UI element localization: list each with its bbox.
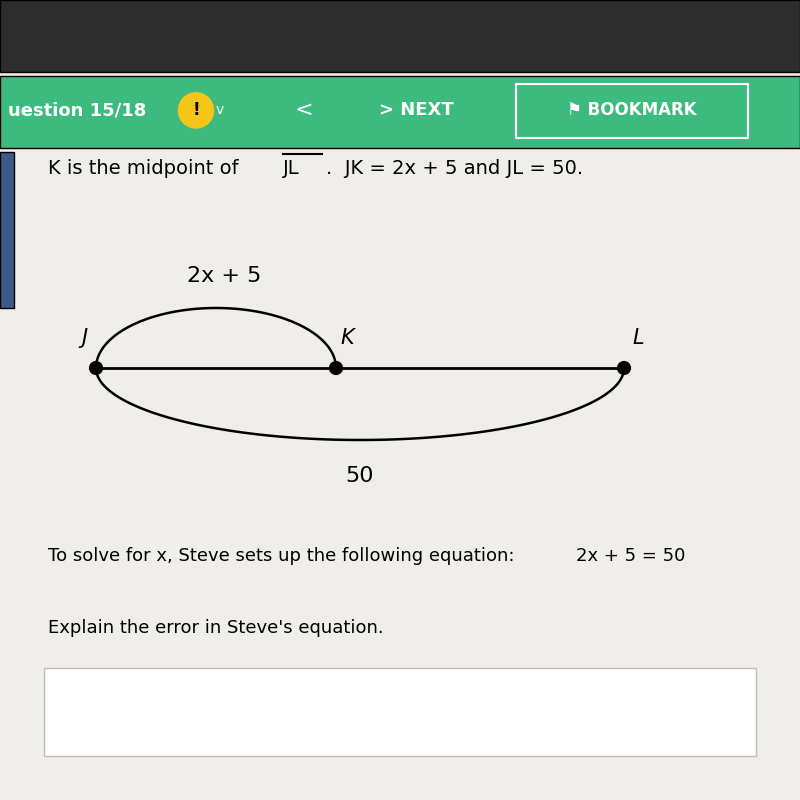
Text: .  JK = 2x + 5 and JL = 50.: . JK = 2x + 5 and JL = 50.	[326, 158, 583, 178]
Text: K is the midpoint of: K is the midpoint of	[48, 158, 245, 178]
Text: L: L	[632, 328, 644, 348]
Text: !: !	[192, 102, 200, 119]
Text: ⚑ BOOKMARK: ⚑ BOOKMARK	[567, 102, 697, 119]
Circle shape	[178, 93, 214, 128]
Text: uestion 15/18: uestion 15/18	[8, 102, 146, 119]
Text: To solve for x, Steve sets up the following equation:: To solve for x, Steve sets up the follow…	[48, 547, 514, 565]
FancyBboxPatch shape	[0, 152, 14, 308]
Text: v: v	[216, 103, 224, 118]
Text: <: <	[294, 100, 314, 120]
Circle shape	[90, 362, 102, 374]
Circle shape	[330, 362, 342, 374]
Text: J: J	[82, 328, 88, 348]
Circle shape	[618, 362, 630, 374]
Text: 50: 50	[346, 466, 374, 486]
FancyBboxPatch shape	[0, 76, 800, 148]
FancyBboxPatch shape	[516, 84, 748, 138]
Text: JL: JL	[283, 158, 300, 178]
Text: Explain the error in Steve's equation.: Explain the error in Steve's equation.	[48, 619, 384, 637]
Text: 2x + 5 = 50: 2x + 5 = 50	[576, 547, 686, 565]
FancyBboxPatch shape	[44, 668, 756, 756]
Text: K: K	[340, 328, 354, 348]
Text: > NEXT: > NEXT	[378, 102, 454, 119]
FancyBboxPatch shape	[0, 0, 800, 72]
Text: 2x + 5: 2x + 5	[187, 266, 261, 286]
